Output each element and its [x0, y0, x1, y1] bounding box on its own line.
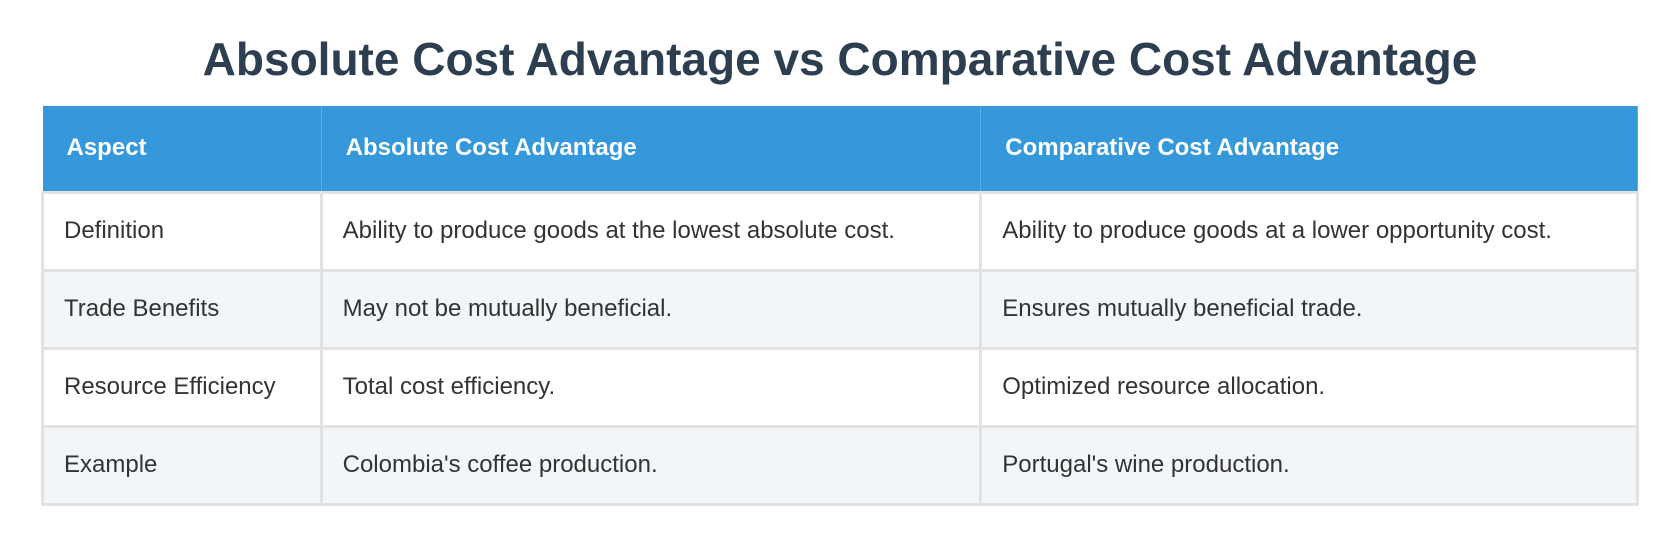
table-row: Example Colombia's coffee production. Port…	[41, 424, 1639, 506]
table-row: Definition Ability to produce goods at th…	[41, 190, 1639, 272]
table-cell: Ability to produce goods at the lowest a…	[319, 190, 983, 272]
table-cell: Definition	[41, 190, 323, 272]
table-cell: Ensures mutually beneficial trade.	[979, 268, 1639, 350]
comparison-table: Aspect Absolute Cost Advantage Comparative…	[41, 106, 1639, 506]
table-cell: Resource Efficiency	[41, 346, 323, 428]
table-cell: Optimized resource allocation.	[979, 346, 1639, 428]
table-cell: Portugal's wine production.	[979, 424, 1639, 506]
table-row: Trade Benefits May not be mutually benefi…	[41, 268, 1639, 350]
header-cell: Comparative Cost Advantage	[980, 106, 1638, 192]
header-row: Aspect Absolute Cost Advantage Comparative…	[42, 106, 1638, 192]
table-cell: May not be mutually beneficial.	[319, 268, 983, 350]
page-title: Absolute Cost Advantage vs Comparative C…	[202, 33, 1478, 85]
header-cell: Aspect	[42, 106, 322, 192]
table-cell: Colombia's coffee production.	[319, 424, 983, 506]
header-cell: Absolute Cost Advantage	[321, 106, 982, 192]
table-cell: Total cost efficiency.	[319, 346, 983, 428]
table-cell: Trade Benefits	[41, 268, 323, 350]
table-row: Resource Efficiency Total cost efficiency…	[41, 346, 1639, 428]
table-cell: Ability to produce goods at a lower oppo…	[979, 190, 1639, 272]
table-cell: Example	[41, 424, 323, 506]
